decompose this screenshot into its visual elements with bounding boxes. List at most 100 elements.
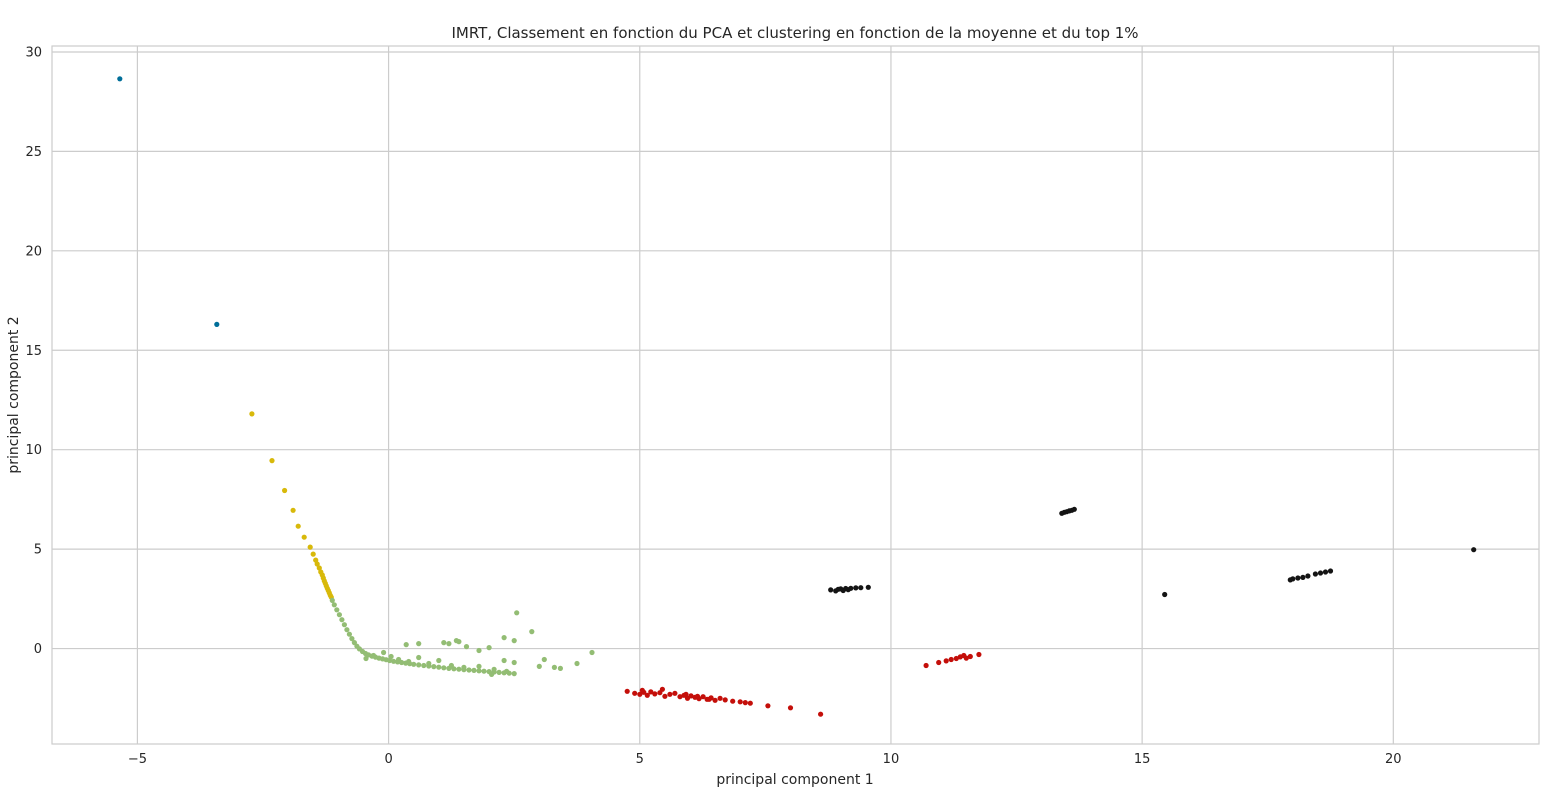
data-point (511, 671, 517, 677)
data-point (448, 662, 454, 669)
data-point (632, 690, 638, 696)
plot-area-frame (51, 45, 1540, 745)
data-point (491, 666, 497, 673)
cluster-series (117, 76, 220, 327)
data-point (717, 695, 723, 701)
data-point (476, 647, 482, 654)
data-point (848, 585, 854, 591)
data-point (1295, 575, 1301, 581)
data-point (341, 622, 347, 628)
y-tick-label: 5 (34, 543, 42, 558)
x-tick-label: 15 (1134, 752, 1151, 767)
data-point (416, 662, 422, 668)
data-point (446, 641, 452, 647)
data-point (476, 668, 482, 674)
data-point (853, 585, 859, 591)
y-axis-title: principal component 2 (6, 316, 22, 473)
data-point (249, 411, 255, 417)
data-points (117, 76, 1477, 717)
x-tick-label: 10 (883, 752, 900, 767)
data-point (787, 705, 794, 711)
data-point (391, 658, 397, 664)
data-point (1162, 591, 1168, 598)
data-point (536, 663, 542, 670)
data-point (381, 649, 387, 656)
cluster-series (828, 506, 1477, 598)
data-point (652, 691, 658, 697)
data-point (307, 544, 313, 550)
data-point (644, 692, 650, 698)
data-point (336, 612, 342, 618)
data-point (639, 687, 645, 693)
data-point (403, 642, 409, 648)
x-tick-label: 20 (1385, 752, 1402, 767)
data-point (461, 664, 467, 671)
data-point (363, 655, 369, 662)
data-point (828, 587, 834, 593)
data-point (1290, 576, 1296, 582)
x-tick-label: 5 (636, 752, 644, 767)
cluster-series (624, 651, 982, 717)
data-point (496, 669, 502, 676)
data-point (712, 697, 718, 703)
data-point (730, 698, 736, 704)
data-point (659, 686, 666, 692)
data-point (737, 699, 743, 705)
data-point (489, 671, 495, 678)
data-point (416, 641, 422, 647)
data-point (688, 693, 694, 699)
x-axis-title: principal component 1 (716, 772, 873, 788)
data-point (1471, 547, 1477, 553)
data-point (722, 697, 728, 703)
data-point (486, 645, 492, 651)
data-point (441, 665, 447, 671)
data-point (1327, 568, 1334, 574)
data-point (314, 561, 320, 567)
data-point (511, 659, 517, 666)
y-tick-label: 0 (34, 642, 42, 657)
data-point (976, 651, 982, 658)
data-point (310, 551, 316, 557)
data-point (431, 664, 437, 670)
x-tick-label: −5 (128, 752, 147, 767)
data-point (624, 688, 630, 694)
data-point (706, 696, 712, 702)
data-point (637, 691, 643, 697)
data-point (436, 664, 442, 670)
data-point (344, 627, 350, 633)
data-point (411, 661, 417, 667)
data-point (301, 534, 307, 540)
data-point (501, 657, 507, 664)
cluster-series (249, 411, 334, 600)
data-point (214, 321, 220, 327)
data-point (677, 694, 683, 700)
data-point (329, 597, 335, 604)
data-point (426, 660, 432, 667)
data-point (421, 662, 427, 669)
data-point (511, 638, 517, 644)
data-point (1300, 574, 1306, 581)
chart-title: IMRT, Classement en fonction du PCA et c… (451, 24, 1138, 42)
data-point (339, 617, 345, 623)
data-point (463, 644, 470, 650)
data-point (683, 691, 689, 697)
data-point (747, 700, 753, 706)
data-point (858, 585, 864, 591)
data-point (948, 656, 954, 663)
data-point (313, 557, 319, 563)
data-point (269, 458, 275, 464)
data-point (441, 640, 447, 646)
data-point (694, 693, 701, 699)
data-point (466, 667, 472, 673)
x-tick-label: 0 (384, 752, 392, 767)
data-point (117, 76, 123, 82)
x-tick-labels: −5 0 5 10 15 20 (128, 752, 1402, 767)
data-point (589, 649, 595, 656)
data-point (501, 635, 507, 641)
data-point (967, 653, 973, 660)
data-point (396, 656, 402, 663)
data-point (742, 700, 748, 706)
data-point (672, 690, 678, 696)
